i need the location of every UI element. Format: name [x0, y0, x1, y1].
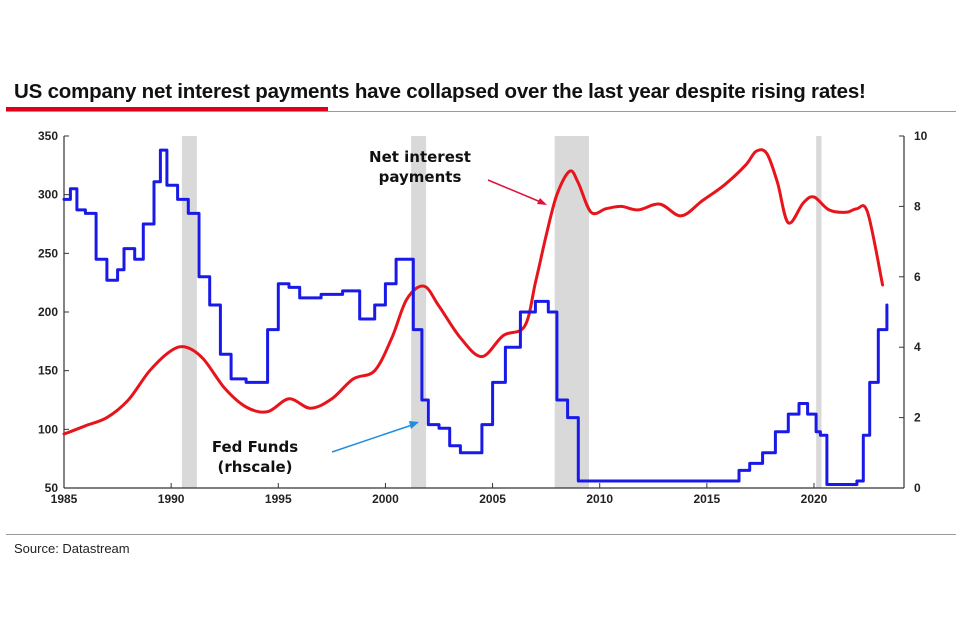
right-y-tick-label: 4	[914, 340, 921, 354]
right-y-tick-label: 0	[914, 481, 921, 495]
series-line-net-interest-payments	[62, 148, 885, 436]
left-y-tick-label: 150	[38, 364, 58, 378]
x-tick-label: 2020	[801, 492, 828, 506]
recession-band-3	[816, 136, 822, 488]
right-y-tick-label: 6	[914, 270, 921, 284]
annotation-net-interest-arrowhead	[537, 198, 547, 205]
annotation-net-interest-line2: payments	[379, 168, 462, 186]
annotation-fed-funds-arrowhead	[409, 421, 419, 429]
annotation-fed-funds-arrow	[331, 424, 413, 453]
recession-band-0	[181, 136, 197, 488]
x-tick-label: 2005	[479, 492, 506, 506]
right-y-tick-label: 10	[914, 129, 928, 143]
x-tick-label: 2015	[694, 492, 721, 506]
x-tick-label: 1990	[158, 492, 185, 506]
right-y-tick-label: 2	[914, 411, 921, 425]
left-y-tick-label: 300	[38, 188, 58, 202]
page-title: US company net interest payments have co…	[14, 80, 866, 103]
title-divider	[6, 111, 956, 112]
source-divider	[6, 534, 956, 535]
series-line-fed-funds	[62, 148, 889, 486]
x-tick-label: 1985	[51, 492, 78, 506]
x-tick-label: 2000	[372, 492, 399, 506]
chart-series	[62, 148, 889, 486]
left-y-tick-label: 100	[38, 422, 58, 436]
annotation-net-interest-line1: Net interest	[369, 148, 471, 166]
x-tick-label: 1995	[265, 492, 292, 506]
title-accent-bar	[6, 107, 328, 111]
chart-axes: 50 100 150 200 250 300 350 0 2 4 6 8 10 1985 1990 1995 2…	[38, 129, 928, 506]
chart-annotations: Net interest payments Fed Funds (rhscale…	[212, 148, 547, 476]
left-y-tick-label: 250	[38, 246, 58, 260]
left-y-tick-label: 50	[45, 481, 59, 495]
source-note: Source: Datastream	[14, 541, 130, 556]
left-y-tick-label: 200	[38, 305, 58, 319]
annotation-net-interest-arrow	[487, 179, 544, 204]
x-tick-label: 2010	[586, 492, 613, 506]
left-y-tick-label: 350	[38, 129, 58, 143]
annotation-fed-funds-line2: (rhscale)	[217, 458, 292, 476]
annotation-fed-funds-line1: Fed Funds	[212, 438, 298, 456]
right-y-tick-label: 8	[914, 199, 921, 213]
